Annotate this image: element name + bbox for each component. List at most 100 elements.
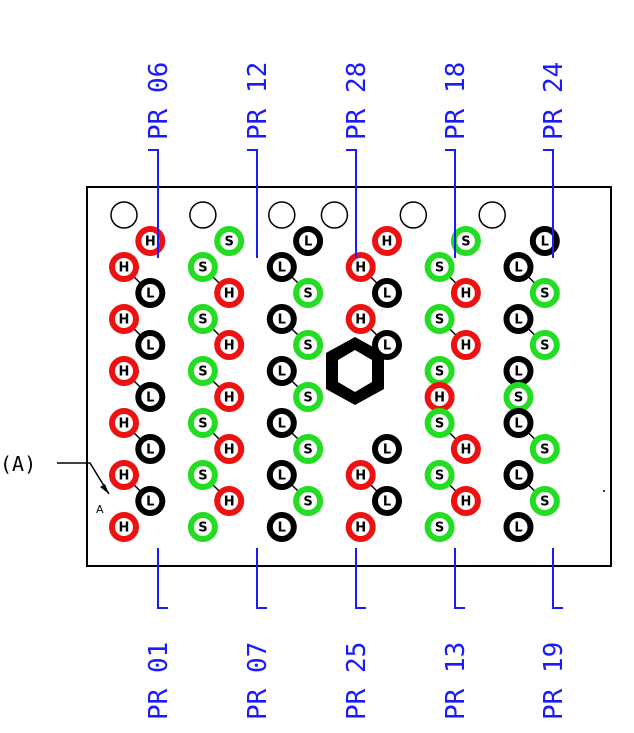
callout-text: (A) <box>0 452 36 476</box>
pin-h: H <box>109 460 139 490</box>
pin-l: L <box>372 330 402 360</box>
corner-marker: A <box>96 503 104 516</box>
bottom-pin-labels: PR 01 PR 07 PR 25 PR 13 PR 19 <box>144 548 569 720</box>
pin-s: S <box>293 330 324 360</box>
pin-letter: H <box>119 417 130 432</box>
pin-s: S <box>424 460 455 490</box>
pin-letter: L <box>514 521 522 536</box>
pin-l: L <box>372 278 402 308</box>
pin-letter: S <box>303 339 312 354</box>
bottom-label: PR 13 <box>441 642 471 720</box>
pin-letter: L <box>146 495 154 510</box>
pin-h: H <box>135 226 166 256</box>
pin-s: S <box>529 330 560 360</box>
pin-l: L <box>135 486 166 516</box>
bottom-label: PR 01 <box>144 642 174 720</box>
pin-h: H <box>214 486 245 516</box>
pin-h: H <box>214 330 245 360</box>
pin-s: S <box>503 382 534 412</box>
pin-s: S <box>214 226 245 256</box>
pin-letter: L <box>383 287 391 302</box>
pin-letter: S <box>540 339 549 354</box>
pin-letter: L <box>278 469 286 484</box>
pin-letter: S <box>540 287 549 302</box>
pin-letter: H <box>355 469 366 484</box>
pin-l: L <box>135 434 166 464</box>
callout-a: (A) A <box>0 452 605 516</box>
top-label: PR 12 <box>243 62 273 140</box>
pin-letter: L <box>278 417 286 432</box>
pin-s: S <box>529 486 560 516</box>
pin-letter: H <box>355 261 366 276</box>
pin-letter: S <box>198 261 207 276</box>
pin-letter: S <box>435 521 444 536</box>
pin-s: S <box>293 434 324 464</box>
pin-letter: S <box>435 469 444 484</box>
pin-letter: L <box>146 287 154 302</box>
pin-l: L <box>503 252 534 282</box>
pin-s: S <box>187 252 218 282</box>
pin-letter: L <box>514 365 522 380</box>
top-label: PR 18 <box>441 62 471 140</box>
pin-h: H <box>109 356 139 386</box>
pin-letter: S <box>198 365 207 380</box>
pin-s: S <box>529 278 560 308</box>
pin-l: L <box>503 512 534 542</box>
empty-cavity <box>320 201 349 229</box>
pin-s: S <box>424 304 455 334</box>
pin-s: S <box>187 304 218 334</box>
top-label: PR 24 <box>539 62 569 140</box>
pin-letter: L <box>146 443 154 458</box>
pin-letter: H <box>224 339 235 354</box>
pin-letter: L <box>146 391 154 406</box>
pin-letter: L <box>514 469 522 484</box>
pin-letter: H <box>119 313 130 328</box>
pin-s: S <box>187 356 218 386</box>
pin-letter: S <box>303 443 312 458</box>
pin-h: H <box>424 382 455 412</box>
connector-housing <box>86 186 612 567</box>
pin-s: S <box>424 512 455 542</box>
pin-letter: L <box>304 235 312 250</box>
pin-letter: S <box>198 469 207 484</box>
pin-letter: H <box>119 521 130 536</box>
pin-l: L <box>266 460 297 490</box>
pin-s: S <box>187 460 218 490</box>
pin-h: H <box>450 330 481 360</box>
pin-letter: H <box>224 443 235 458</box>
empty-cavity <box>268 201 296 229</box>
pin-letter: L <box>146 339 154 354</box>
pin-letter: S <box>303 495 312 510</box>
pin-s: S <box>293 278 324 308</box>
pin-l: L <box>503 304 534 334</box>
pin-h: H <box>109 408 139 438</box>
pin-l: L <box>266 512 297 542</box>
pin-h: H <box>372 226 402 256</box>
pin-h: H <box>109 512 139 542</box>
center-hex-nut <box>326 337 384 405</box>
pin-letter: L <box>383 339 391 354</box>
pin-letter: L <box>278 313 286 328</box>
pin-letter: L <box>383 443 391 458</box>
pin-l: L <box>266 252 297 282</box>
pin-l: L <box>135 330 166 360</box>
pin-h: H <box>345 304 376 334</box>
pin-letter: L <box>514 313 522 328</box>
top-pin-labels: PR 06 PR 12 PR 28 PR 18 PR 24 <box>144 62 569 258</box>
pin-letter: L <box>278 261 286 276</box>
pin-s: S <box>187 512 218 542</box>
pin-l: L <box>266 356 297 386</box>
pin-letter: H <box>434 391 445 406</box>
pin-letter: H <box>119 469 130 484</box>
pin-letter: H <box>224 287 235 302</box>
pin-letter: H <box>460 339 471 354</box>
pin-s: S <box>529 434 560 464</box>
pin-letter: S <box>540 495 549 510</box>
pin-letter: H <box>460 287 471 302</box>
bottom-label: PR 25 <box>342 642 372 720</box>
pin-letter: S <box>435 365 444 380</box>
pin-letter: S <box>198 521 207 536</box>
pin-h: H <box>214 278 245 308</box>
pin-s: S <box>293 382 324 412</box>
